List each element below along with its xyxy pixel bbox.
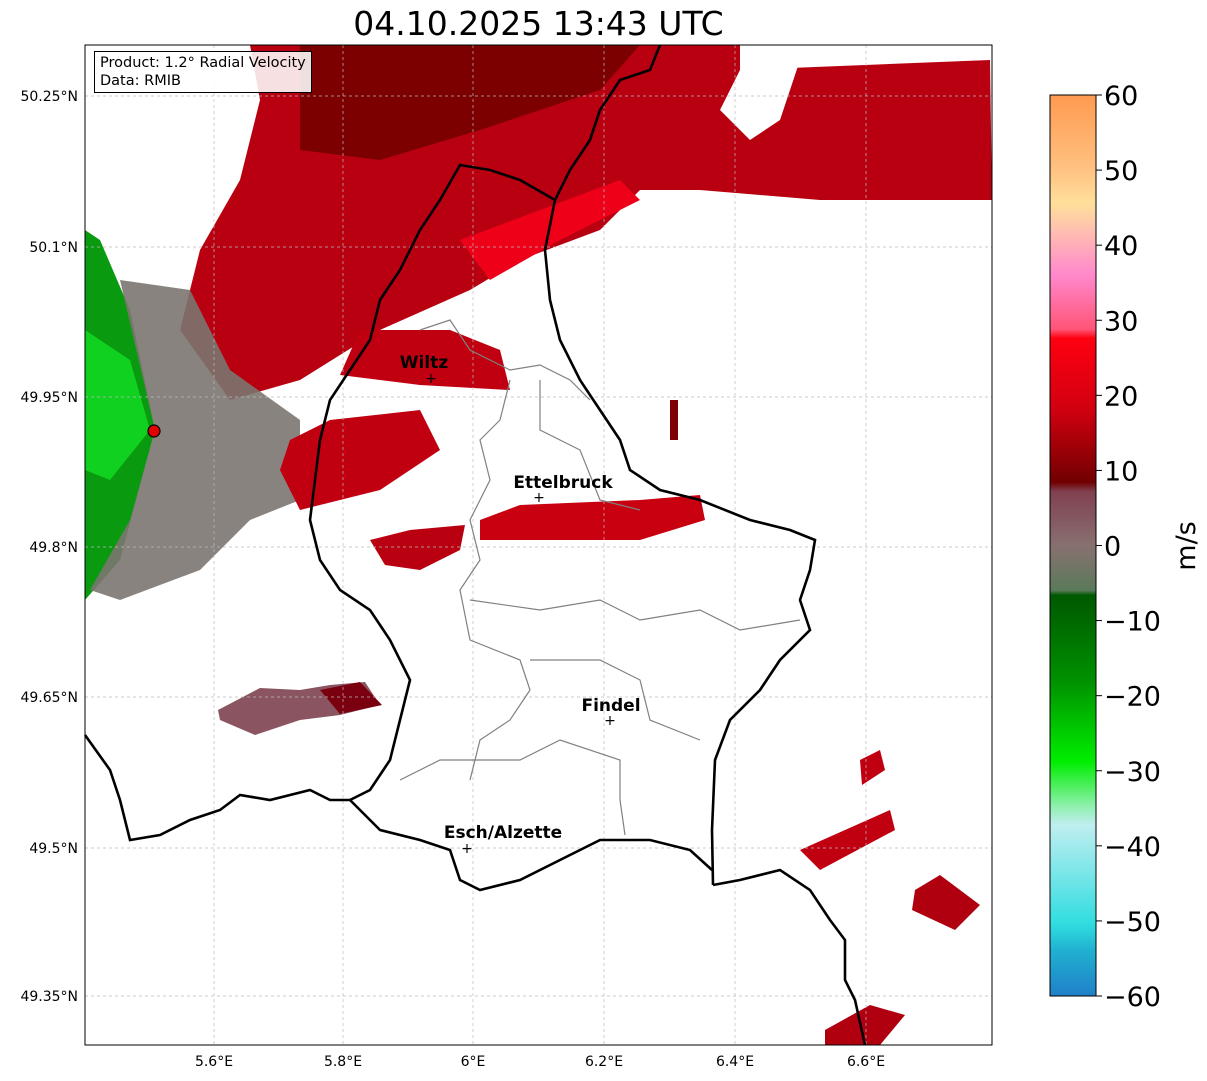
lat-tick: 49.65°N: [20, 690, 78, 706]
echo-band: [480, 495, 705, 540]
city-label: Ettelbruck: [513, 473, 613, 493]
colorbar-tick-label: −40: [1104, 832, 1161, 863]
colorbar-tick-label: 0: [1104, 532, 1121, 563]
echo-mid: [280, 410, 440, 510]
colorbar-tick-label: −20: [1104, 682, 1161, 713]
lat-tick: 49.5°N: [29, 841, 78, 857]
product-info-box: Product: 1.2° Radial Velocity Data: RMIB: [94, 51, 312, 93]
echo-se4: [825, 1005, 905, 1045]
data-source-label: Data: RMIB: [100, 73, 181, 89]
city-label: Esch/Alzette: [444, 823, 562, 843]
lon-tick: 5.8°E: [324, 1054, 362, 1070]
canton-borders: [399, 319, 801, 836]
city-marker: +: [425, 371, 437, 387]
colorbar-tick-label: 40: [1104, 231, 1138, 262]
lon-tick: 6°E: [461, 1054, 486, 1070]
echo-wiltz: [340, 330, 510, 390]
colorbar-scale: [1049, 94, 1097, 997]
city-esch-alzette: + Esch/Alzette: [444, 823, 562, 857]
colorbar-tick-label: 20: [1104, 381, 1138, 412]
colorbar-tick-label: −50: [1104, 907, 1161, 938]
city-marker: +: [533, 490, 545, 506]
colorbar-tick-label: 60: [1104, 81, 1138, 112]
lat-tick: 49.35°N: [20, 989, 78, 1005]
colorbar-label: m/s: [1171, 521, 1202, 570]
echo-green-bright: [85, 330, 150, 480]
radar-echoes: [85, 45, 992, 1045]
city-label: Wiltz: [400, 353, 449, 373]
city-label: Findel: [581, 696, 640, 716]
radar-site-marker: [147, 424, 161, 438]
city-findel: + Findel: [581, 696, 640, 729]
lat-tick: 49.95°N: [20, 390, 78, 406]
city-marker: +: [604, 713, 616, 729]
echo-gray: [90, 280, 300, 600]
colorbar: 60 50 40 30 20 10 0 −10 −20 −30 −40 −50 −60 m/s: [1049, 81, 1202, 1013]
gridlines: [85, 45, 992, 1045]
echo-speckle: [670, 400, 678, 440]
echo-se3: [912, 875, 980, 930]
map-title: 04.10.2025 13:43 UTC: [353, 4, 724, 43]
colorbar-tick-label: 10: [1104, 456, 1138, 487]
lat-tick: 50.1°N: [29, 240, 78, 256]
lon-tick: 5.6°E: [195, 1054, 233, 1070]
echo-gap: [720, 50, 800, 140]
lat-tick: 49.8°N: [29, 540, 78, 556]
colorbar-tick-label: 30: [1104, 306, 1138, 337]
colorbar-tick-label: −30: [1104, 757, 1161, 788]
echo-se2: [860, 750, 885, 785]
colorbar-tick-label: −10: [1104, 607, 1161, 638]
city-marker: +: [461, 841, 473, 857]
echo-band2: [370, 525, 465, 570]
national-borders: [83, 44, 867, 1046]
echo-north-dark: [300, 45, 640, 160]
lat-tick: 50.25°N: [20, 89, 78, 105]
lon-tick: 6.4°E: [716, 1054, 754, 1070]
colorbar-tick-label: −60: [1104, 982, 1161, 1013]
product-label: Product: 1.2° Radial Velocity: [100, 55, 306, 71]
lon-tick: 6.2°E: [585, 1054, 623, 1070]
city-ettelbruck: + Ettelbruck: [513, 473, 613, 506]
colorbar-tick-label: 50: [1104, 156, 1138, 187]
map-frame: [84, 44, 993, 1046]
lon-axis: 5.6°E 5.8°E 6°E 6.2°E 6.4°E 6.6°E: [195, 1054, 885, 1070]
lon-tick: 6.6°E: [847, 1054, 885, 1070]
echo-sw-dark: [320, 682, 382, 714]
echo-se1: [800, 810, 895, 870]
lat-axis: 50.25°N 50.1°N 49.95°N 49.8°N 49.65°N 49…: [20, 89, 78, 1005]
city-wiltz: + Wiltz: [400, 353, 449, 387]
